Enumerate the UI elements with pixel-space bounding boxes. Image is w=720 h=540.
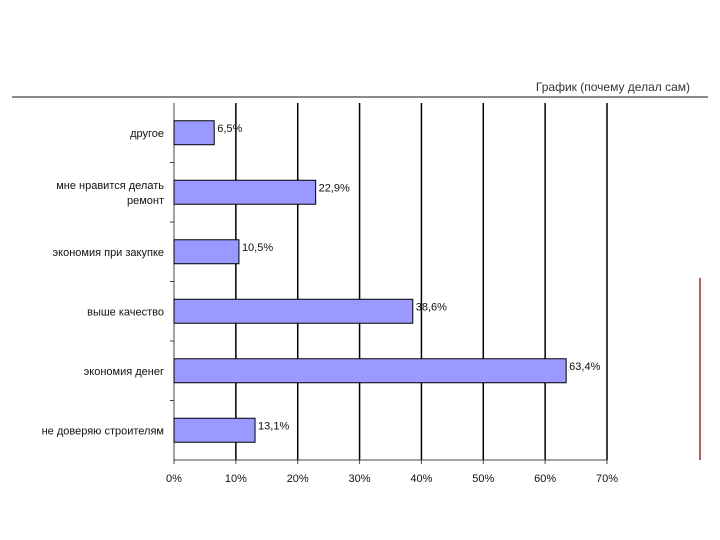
x-tick-label: 10%: [225, 473, 247, 485]
bar: [173, 358, 567, 384]
bar: [173, 120, 215, 146]
category-label: экономия при закупке: [53, 247, 164, 259]
data-label: 6,5%: [217, 123, 242, 135]
data-label: 13,1%: [258, 420, 289, 432]
bar: [173, 298, 414, 324]
x-tick-label: 40%: [410, 473, 432, 485]
header-divider: [12, 96, 708, 98]
bar: [173, 417, 256, 443]
bar: [173, 179, 317, 205]
accent-line: [699, 278, 701, 460]
data-label: 63,4%: [569, 361, 600, 373]
data-label: 22,9%: [319, 182, 350, 194]
chart-title: График (почему делал сам): [535, 80, 690, 94]
category-label: не доверяю строителям: [42, 425, 164, 437]
category-label: выше качество: [87, 306, 164, 318]
category-label: мне нравится делать: [56, 180, 164, 192]
x-tick-label: 60%: [534, 473, 556, 485]
data-label: 10,5%: [242, 242, 273, 254]
data-label: 38,6%: [416, 301, 447, 313]
x-tick-label: 50%: [472, 473, 494, 485]
x-tick-label: 20%: [287, 473, 309, 485]
bar: [173, 239, 240, 265]
category-label: ремонт: [127, 195, 164, 207]
x-tick-label: 30%: [349, 473, 371, 485]
x-tick-label: 0%: [166, 473, 182, 485]
category-label: другое: [130, 128, 164, 140]
category-label: экономия денег: [84, 366, 164, 378]
x-tick-label: 70%: [596, 473, 618, 485]
